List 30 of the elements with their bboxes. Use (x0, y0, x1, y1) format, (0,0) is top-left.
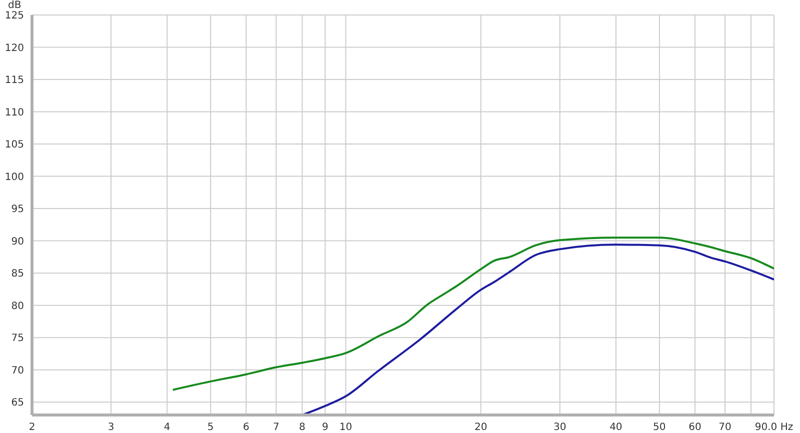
y-tick-label: 70 (11, 365, 24, 376)
y-axis-title: dB (8, 0, 22, 12)
y-tick-label: 65 (11, 398, 24, 409)
x-tick-label: 6 (242, 422, 250, 433)
y-tick-label: 120 (4, 42, 24, 54)
y-tick-label: 115 (4, 75, 24, 86)
y-tick-label: 80 (11, 300, 24, 312)
x-tick-label: 60 (688, 422, 702, 433)
y-tick-label: 110 (4, 107, 24, 118)
y-tick-label: 100 (4, 172, 24, 183)
x-tick-label: 5 (207, 422, 214, 433)
x-tick-label: 7 (273, 422, 280, 433)
y-tick-label: 95 (11, 204, 24, 216)
y-tick-label: 105 (4, 140, 24, 151)
x-tick-label: 30 (553, 422, 566, 433)
y-tick-label: 75 (11, 333, 24, 344)
x-tick-label: 50 (653, 422, 666, 433)
y-tick-label: 125 (4, 10, 24, 22)
x-tick-label: 40 (610, 422, 622, 433)
x-tick-label: 3 (108, 422, 114, 433)
y-tick-label: 90 (11, 236, 24, 248)
x-tick-label: 2 (28, 422, 36, 433)
x-tick-label: 20 (474, 422, 488, 433)
x-tick-label: 8 (299, 422, 306, 433)
x-tick-label: 10 (339, 422, 352, 433)
x-tick-label: 90.0 Hz (754, 422, 794, 433)
x-tick-label: 9 (322, 422, 328, 433)
y-tick-label: 85 (11, 268, 24, 280)
x-tick-label: 70 (718, 422, 732, 433)
x-tick-label: 4 (164, 422, 170, 433)
